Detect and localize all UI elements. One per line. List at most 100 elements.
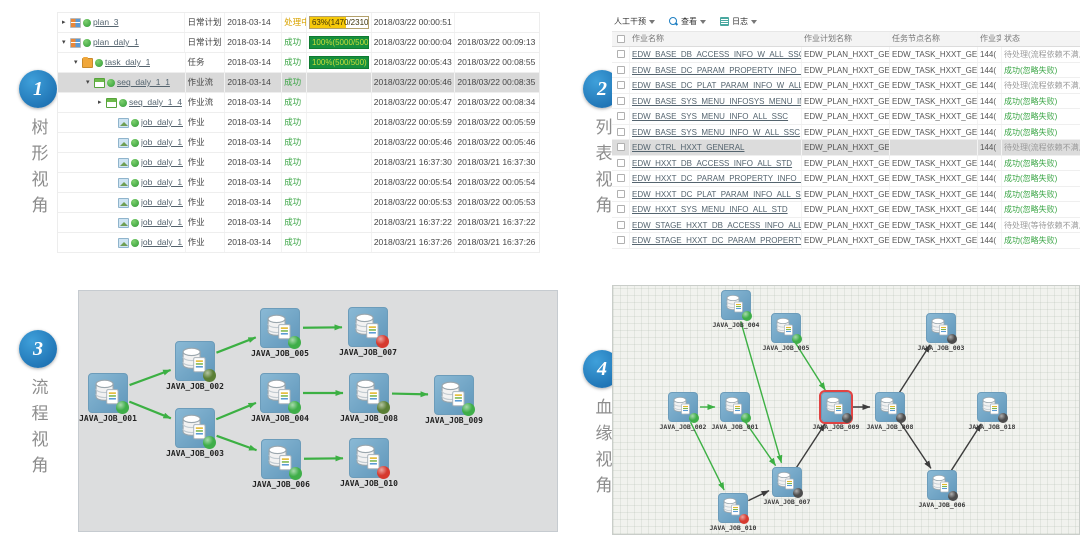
list-row[interactable]: EDW_BASE_DC_PLAT_PARAM_INFO_W_ALL_SSCEDW…	[612, 78, 1080, 94]
row-checkbox[interactable]	[616, 236, 625, 245]
job-name-link[interactable]: EDW_BASE_DC_PARAM_PROPERTY_INFO_W_ALL_SS…	[632, 65, 802, 75]
list-row[interactable]: EDW_HXXT_SYS_MENU_INFO_ALL_STD EDW_PLAN_H…	[612, 202, 1080, 218]
tree-row[interactable]: ▸ seq_daly_1_4 作业流 2018-03-14 成功 2018/03/22 0…	[58, 93, 539, 113]
tree-expander-icon[interactable]: ▸	[62, 19, 66, 26]
flow-node-JAVA_JOB_004[interactable]: JAVA_JOB_004	[251, 373, 309, 423]
flow-node-JAVA_JOB_006[interactable]: JAVA_JOB_006	[252, 439, 310, 489]
flow-node-JAVA_JOB_001[interactable]: JAVA_JOB_001	[79, 373, 137, 423]
toolbar-button-日志[interactable]: 日志	[720, 16, 757, 27]
tree-expander-icon[interactable]: ▾	[62, 39, 66, 46]
row-checkbox[interactable]	[616, 205, 625, 214]
row-checkbox[interactable]	[616, 96, 625, 105]
tree-node-link[interactable]: plan_3	[93, 17, 119, 27]
column-header[interactable]: 作业名称	[630, 32, 802, 46]
tree-node-link[interactable]: job_daly_1_4	[141, 197, 183, 207]
job-name-link[interactable]: EDW_BASE_DB_ACCESS_INFO_W_ALL_SSC	[632, 50, 802, 59]
lineage-node-JAVA_JOB_005[interactable]: JAVA_JOB_005	[763, 313, 809, 352]
list-row[interactable]: EDW_BASE_SYS_MENU_INFO_ALL_SSC EDW_PLAN_H…	[612, 109, 1080, 125]
row-checkbox[interactable]	[616, 112, 625, 121]
tree-node-link[interactable]: job_daly_1_10	[141, 137, 183, 147]
column-header[interactable]: 状态	[1004, 34, 1020, 43]
lineage-node-JAVA_JOB_009[interactable]: JAVA_JOB_009	[813, 390, 859, 431]
tree-expander-icon[interactable]: ▸	[98, 99, 102, 106]
tree-node-link[interactable]: job_daly_1_6	[141, 237, 183, 247]
flow-node-JAVA_JOB_003[interactable]: JAVA_JOB_003	[166, 408, 224, 458]
list-row[interactable]: EDW_BASE_SYS_MENU_INFOSYS_MENU_INFO_ALL_…	[612, 93, 1080, 109]
list-row[interactable]: EDW_STAGE_HXXT_DC_PARAM_PROPERTY_INFO_AL…	[612, 233, 1080, 249]
job-name-link[interactable]: EDW_BASE_SYS_MENU_INFO_W_ALL_SSC	[632, 127, 801, 137]
list-row[interactable]: EDW_HXXT_DC_PLAT_PARAM_INFO_ALL_STD EDW_P…	[612, 186, 1080, 202]
tree-node-link[interactable]: task_daly_1	[105, 57, 151, 67]
lineage-node-JAVA_JOB_018[interactable]: JAVA_JOB_018	[969, 392, 1015, 431]
row-checkbox[interactable]	[616, 143, 625, 152]
list-row[interactable]: EDW_BASE_SYS_MENU_INFO_W_ALL_SSC EDW_PLAN…	[612, 124, 1080, 140]
toolbar-button-查看[interactable]: 查看	[669, 16, 706, 27]
list-row[interactable]: EDW_HXXT_DC_PARAM_PROPERTY_INFO_ALL_STDE…	[612, 171, 1080, 187]
tree-row[interactable]: ▾ seq_daly_1_1 作业流 2018-03-14 成功 2018/03/22 0…	[58, 73, 539, 93]
job-name-link[interactable]: EDW_CTRL_HXXT_GENERAL	[632, 143, 745, 152]
lineage-node-JAVA_JOB_004[interactable]: JAVA_JOB_004	[713, 290, 759, 329]
list-row[interactable]: EDW_HXXT_DB_ACCESS_INFO_ALL_STD EDW_PLAN_…	[612, 155, 1080, 171]
flow-node-JAVA_JOB_007[interactable]: JAVA_JOB_007	[339, 307, 397, 357]
toolbar-button-人工干预[interactable]: 人工干预	[614, 16, 655, 27]
job-name-link[interactable]: EDW_HXXT_DC_PLAT_PARAM_INFO_ALL_STD	[632, 189, 802, 199]
row-checkbox[interactable]	[616, 158, 625, 167]
job-name-link[interactable]: EDW_BASE_SYS_MENU_INFO_ALL_SSC	[632, 112, 789, 121]
flow-node-JAVA_JOB_009[interactable]: JAVA_JOB_009	[425, 375, 483, 425]
flow-node-JAVA_JOB_008[interactable]: JAVA_JOB_008	[340, 373, 398, 423]
list-row[interactable]: EDW_BASE_DC_PARAM_PROPERTY_INFO_W_ALL_SS…	[612, 62, 1080, 78]
row-checkbox[interactable]	[616, 189, 625, 198]
job-node-label: JAVA_JOB_001	[711, 423, 759, 431]
row-checkbox[interactable]	[616, 220, 625, 229]
lineage-node-JAVA_JOB_001[interactable]: JAVA_JOB_001	[712, 392, 758, 431]
tree-node-link[interactable]: job_daly_1_5	[141, 217, 183, 227]
job-node-tile	[771, 313, 802, 344]
row-checkbox[interactable]	[616, 174, 625, 183]
row-checkbox[interactable]	[616, 65, 625, 74]
tree-row[interactable]: ▾ plan_daly_1 日常计划 2018-03-14 成功 100%(5000/50…	[58, 33, 539, 53]
list-row[interactable]: EDW_CTRL_HXXT_GENERAL EDW_PLAN_HXXT_GENER…	[612, 140, 1080, 156]
column-header[interactable]: 任务节点名称	[890, 32, 978, 46]
tree-node-link[interactable]: seq_daly_1_1	[117, 77, 170, 87]
job-name-link[interactable]: EDW_BASE_SYS_MENU_INFOSYS_MENU_INFO_ALL_…	[632, 96, 801, 106]
tree-node-link[interactable]: job_daly_1_1	[141, 117, 183, 127]
lineage-node-JAVA_JOB_003[interactable]: JAVA_JOB_003	[918, 313, 964, 352]
lineage-node-JAVA_JOB_008[interactable]: JAVA_JOB_008	[867, 392, 913, 431]
job-name-link[interactable]: EDW_HXXT_SYS_MENU_INFO_ALL_STD	[632, 205, 788, 214]
tree-expander-icon[interactable]: ▾	[86, 79, 90, 86]
column-header[interactable]: 作业实例	[978, 32, 1002, 46]
tree-node-link[interactable]: job_daly_1_3	[141, 177, 183, 187]
tree-node-link[interactable]: plan_daly_1	[93, 37, 139, 47]
job-name-link[interactable]: EDW_STAGE_HXXT_DC_PARAM_PROPERTY_INFO_AL…	[632, 236, 801, 245]
job-name-link[interactable]: EDW_HXXT_DC_PARAM_PROPERTY_INFO_ALL_STD	[632, 174, 802, 183]
job-name-link[interactable]: EDW_HXXT_DB_ACCESS_INFO_ALL_STD	[632, 158, 793, 168]
lineage-node-JAVA_JOB_002[interactable]: JAVA_JOB_002	[660, 392, 706, 431]
lineage-node-JAVA_JOB_006[interactable]: JAVA_JOB_006	[919, 470, 965, 509]
list-row[interactable]: EDW_STAGE_HXXT_DB_ACCESS_INFO_ALL_LOADED…	[612, 217, 1080, 233]
lineage-node-JAVA_JOB_007[interactable]: JAVA_JOB_007	[764, 467, 810, 506]
list-row[interactable]: EDW_BASE_DB_ACCESS_INFO_W_ALL_SSC EDW_PLA…	[612, 47, 1080, 63]
select-all-checkbox[interactable]	[616, 35, 625, 43]
tree-expander-icon[interactable]: ▾	[74, 59, 78, 66]
tree-row[interactable]: ▾ task_daly_1 任务 2018-03-14 成功 100%(500/500) 2…	[58, 53, 539, 73]
row-checkbox[interactable]	[616, 81, 625, 90]
column-header[interactable]: 作业计划名称	[802, 32, 890, 46]
job-name-link[interactable]: EDW_STAGE_HXXT_DB_ACCESS_INFO_ALL_LOAD	[632, 220, 802, 230]
row-checkbox[interactable]	[616, 50, 625, 59]
flow-node-JAVA_JOB_002[interactable]: JAVA_JOB_002	[166, 341, 224, 391]
row-checkbox[interactable]	[616, 127, 625, 136]
tree-node-link[interactable]: seq_daly_1_4	[129, 97, 182, 107]
flow-node-JAVA_JOB_005[interactable]: JAVA_JOB_005	[251, 308, 309, 358]
tree-node-link[interactable]: job_daly_1_2	[141, 157, 183, 167]
lineage-node-JAVA_JOB_010[interactable]: JAVA_JOB_010	[710, 493, 756, 532]
flow-node-JAVA_JOB_010[interactable]: JAVA_JOB_010	[340, 438, 398, 488]
job-name-link[interactable]: EDW_BASE_DC_PLAT_PARAM_INFO_W_ALL_SSC	[632, 81, 801, 90]
